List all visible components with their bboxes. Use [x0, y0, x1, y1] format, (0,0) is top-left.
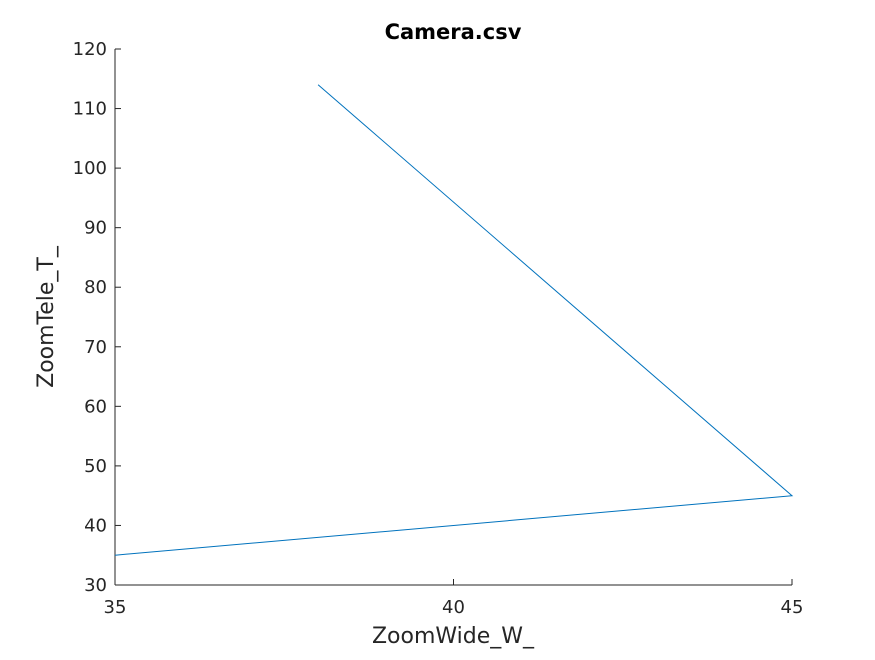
y-tick-label: 30 — [84, 575, 107, 596]
x-axis-ticks: 35 40 45 — [104, 579, 804, 618]
y-tick-label: 120 — [73, 39, 107, 60]
y-tick-label: 100 — [73, 158, 107, 179]
y-tick-label: 50 — [84, 456, 107, 477]
y-tick-label: 110 — [73, 99, 107, 120]
x-tick-label: 40 — [442, 597, 465, 618]
y-tick-label: 60 — [84, 396, 107, 417]
series-group — [114, 84, 794, 556]
y-tick-label: 80 — [84, 277, 107, 298]
chart-title: Camera.csv — [385, 20, 522, 44]
x-tick-label: 35 — [104, 597, 127, 618]
y-axis-label: ZoomTele_T_ — [34, 245, 59, 388]
x-axis-label: ZoomWide_W_ — [372, 624, 535, 649]
y-tick-label: 70 — [84, 337, 107, 358]
x-tick-label: 45 — [781, 597, 804, 618]
series-line — [114, 84, 794, 556]
y-axis-ticks: 30 40 50 60 70 80 90 100 110 120 — [73, 39, 121, 596]
y-tick-label: 40 — [84, 515, 107, 536]
y-tick-label: 90 — [84, 218, 107, 239]
